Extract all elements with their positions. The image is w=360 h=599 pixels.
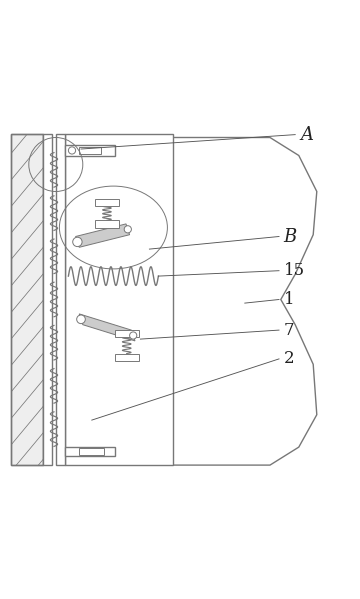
Text: 2: 2 (284, 350, 294, 367)
Text: 7: 7 (284, 322, 294, 338)
Text: 1: 1 (284, 291, 294, 308)
Bar (65, 146, 115, 156)
Polygon shape (65, 134, 173, 465)
Circle shape (73, 237, 82, 247)
Circle shape (130, 332, 137, 339)
Bar (95, 199, 119, 206)
Polygon shape (11, 134, 43, 465)
Polygon shape (56, 134, 65, 465)
Circle shape (68, 147, 76, 154)
Circle shape (124, 226, 131, 233)
Bar (65, 447, 115, 456)
Text: A: A (301, 126, 314, 144)
Bar (115, 330, 139, 337)
Polygon shape (173, 138, 317, 465)
Bar (95, 220, 119, 228)
Bar (115, 354, 139, 361)
Text: 15: 15 (284, 262, 305, 279)
Bar (79, 448, 104, 455)
Polygon shape (79, 314, 135, 341)
Polygon shape (76, 224, 130, 247)
Text: B: B (284, 228, 297, 246)
Polygon shape (43, 134, 52, 465)
Bar (79, 147, 101, 154)
Circle shape (77, 315, 85, 323)
